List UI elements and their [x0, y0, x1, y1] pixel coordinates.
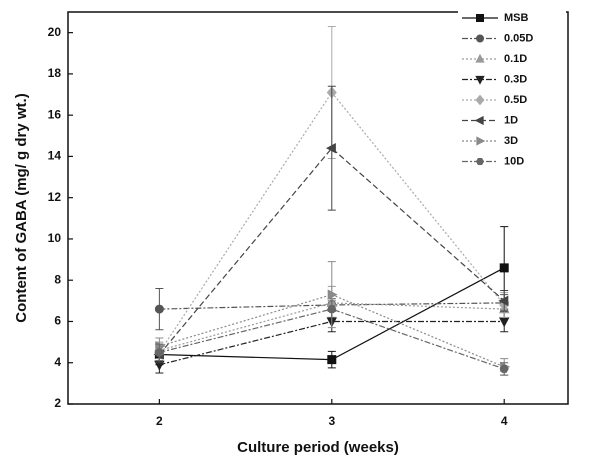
data-point [154, 304, 164, 314]
legend-marker [475, 53, 485, 63]
legend-label: 10D [504, 155, 524, 167]
y-tick-label: 6 [54, 314, 61, 328]
data-point [498, 295, 509, 307]
data-point [327, 355, 337, 365]
legend-marker [474, 115, 484, 126]
x-tick-label: 2 [156, 414, 163, 428]
y-tick-label: 18 [48, 66, 62, 80]
legend-marker [475, 75, 485, 85]
data-point [327, 289, 338, 300]
legend-marker [475, 94, 485, 106]
legend-label: MSB [504, 12, 529, 24]
legend-marker [476, 34, 484, 43]
data-point [327, 305, 337, 314]
y-tick-label: 12 [48, 190, 62, 204]
data-point [499, 263, 509, 273]
legend-label: 0.5D [504, 94, 527, 106]
y-tick-label: 14 [48, 149, 62, 163]
x-tick-label: 4 [501, 414, 508, 428]
series-line [159, 302, 505, 351]
y-tick-label: 16 [48, 107, 62, 121]
legend-label: 0.3D [504, 73, 527, 85]
y-tick-label: 2 [54, 396, 61, 410]
y-tick-label: 8 [54, 272, 61, 286]
y-tick-label: 10 [48, 231, 62, 245]
x-axis-title: Culture period (weeks) [237, 439, 399, 456]
data-point [499, 364, 509, 373]
legend-box [458, 5, 566, 173]
y-axis-title: Content of GABA (mg/ g dry wt.) [13, 93, 30, 322]
legend-label: 0.1D [504, 53, 527, 65]
y-tick-label: 4 [54, 355, 61, 369]
data-point [154, 348, 164, 357]
legend-marker [476, 14, 484, 22]
data-point [325, 142, 336, 154]
legend-label: 0.05D [504, 32, 533, 44]
legend-marker [475, 157, 485, 166]
legend-label: 1D [504, 114, 518, 126]
y-tick-label: 20 [48, 25, 62, 39]
x-tick-label: 3 [328, 414, 335, 428]
plot-frame [67, 11, 569, 405]
series-line [159, 294, 505, 368]
legend-label: 3D [504, 135, 518, 147]
data-point [498, 317, 510, 328]
legend-marker [476, 136, 486, 146]
